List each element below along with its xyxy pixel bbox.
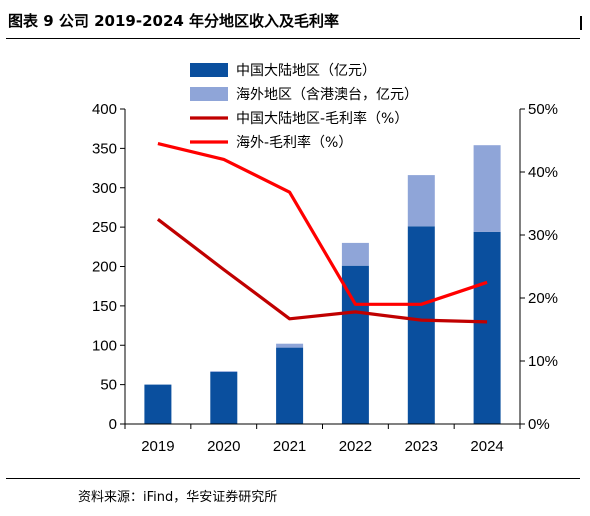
legend-swatch-1 [190, 87, 228, 101]
source-note: 资料来源：iFind，华安证券研究所 [78, 490, 278, 505]
bar-layer [144, 145, 501, 424]
source-rule [6, 478, 580, 479]
figure-title: 图表 9 公司 2019-2024 年分地区收入及毛利率 [8, 12, 340, 30]
bar-1-2021 [276, 343, 304, 348]
right-tick-label: 40% [528, 164, 558, 181]
left-tick-label: 250 [92, 219, 117, 236]
bar-1-2024 [473, 145, 501, 232]
left-tick-label: 200 [92, 259, 117, 276]
left-tick-label: 350 [92, 140, 117, 157]
legend-label-1: 海外地区（含港澳台，亿元） [236, 87, 418, 103]
left-tick-label: 400 [92, 101, 117, 118]
bar-1-2023 [407, 175, 435, 227]
left-tick-label: 0 [109, 416, 117, 433]
x-tick-label: 2020 [207, 438, 240, 455]
legend-swatch-0 [190, 63, 228, 77]
bar-0-2020 [210, 372, 238, 424]
bar-0-2023 [407, 226, 435, 424]
right-tick-label: 30% [528, 227, 558, 244]
bar-1-2020 [210, 371, 238, 372]
left-tick-label: 150 [92, 298, 117, 315]
x-tick-label: 2022 [339, 438, 372, 455]
axes-layer: 0 50 100 150 200 250 300 350 400 0% 10% 20% 30% 40% 50… [92, 101, 558, 455]
left-tick-label: 100 [92, 337, 117, 354]
bar-1-2022 [341, 242, 369, 266]
line-series-1 [157, 142, 488, 306]
title-rule [6, 38, 580, 39]
bar-0-2024 [473, 231, 501, 424]
legend-label-2: 中国大陆地区-毛利率（%） [236, 110, 408, 127]
right-tick-label: 20% [528, 290, 558, 307]
right-tick-label: 0% [528, 416, 550, 433]
x-tick-label: 2023 [405, 438, 438, 455]
legend: 中国大陆地区（亿元） 海外地区（含港澳台，亿元） 中国大陆地区-毛利率（%） 海外-毛… [190, 63, 418, 151]
line-series-0 [156, 218, 488, 324]
title-edge-mark [580, 16, 582, 30]
bar-0-2021 [276, 347, 304, 424]
x-tick-label: 2021 [273, 438, 306, 455]
right-tick-label: 10% [528, 353, 558, 370]
legend-label-0: 中国大陆地区（亿元） [236, 63, 376, 79]
left-tick-label: 300 [92, 180, 117, 197]
right-tick-label: 50% [528, 101, 558, 118]
x-tick-label: 2019 [141, 438, 174, 455]
bar-0-2019 [144, 384, 172, 424]
line-layer [156, 142, 488, 324]
left-tick-label: 50 [100, 377, 117, 394]
legend-label-3: 海外-毛利率（%） [236, 134, 352, 151]
x-tick-label: 2024 [470, 438, 503, 455]
